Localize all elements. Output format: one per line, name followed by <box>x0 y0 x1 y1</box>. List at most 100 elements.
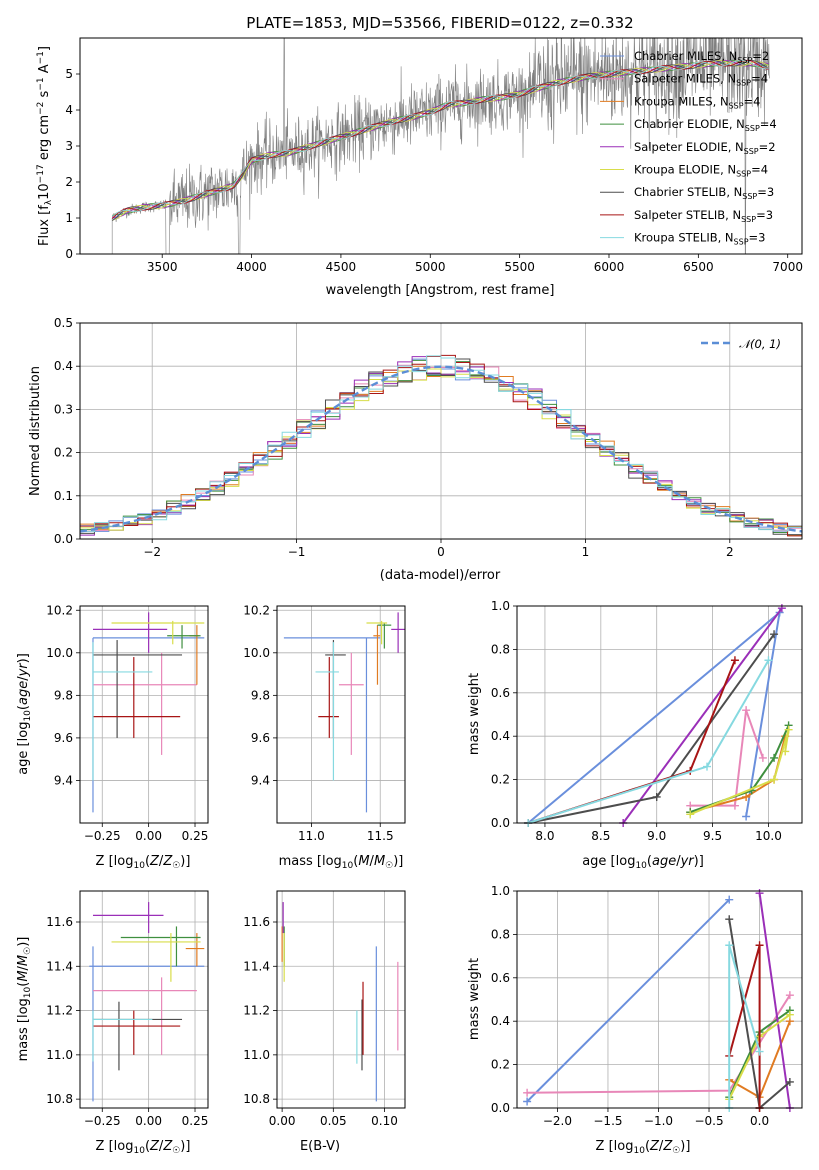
x-tick-label: 5000 <box>415 260 446 274</box>
y-tick-label: 0.4 <box>54 359 73 373</box>
x-tick-label: 0.25 <box>182 829 209 843</box>
model-spectrum-line <box>111 59 769 217</box>
x-tick-label: 0.25 <box>182 1114 209 1128</box>
weight-age-ylabel: mass weight <box>467 673 482 755</box>
legend-entry: Chabrier STELIB, NSSP=3 <box>634 185 774 201</box>
legend-subscript: SSP <box>745 124 760 133</box>
panel-weight-vs-age: 8.0 8.5 9.0 9.5 10.0 0.0 0.2 0.4 0.6 0.8 1.0 <box>491 599 802 843</box>
normal-legend-label: 𝒩(0, 1) <box>739 337 781 351</box>
y-tick-label: 0.4 <box>491 1014 510 1028</box>
x-tick-label: 4500 <box>326 260 357 274</box>
x-tick-label: 0.10 <box>371 1114 398 1128</box>
y-tick-label: 10.0 <box>243 646 270 660</box>
axes-frame-age-vs-mass <box>276 605 406 824</box>
model-spectrum-line <box>112 59 769 216</box>
legend-subscript: SSP <box>737 56 752 65</box>
weight-marker <box>764 656 773 665</box>
legend-entry: Kroupa MILES, NSSP=4 <box>634 94 760 110</box>
weight-marker <box>742 706 751 715</box>
weight-line <box>622 607 783 823</box>
x-tick-label: 9.5 <box>703 829 722 843</box>
svg-text:mass [log10(M/M☉)]: mass [log10(M/M☉)] <box>16 937 33 1062</box>
axes-frame-weight-vs-Z <box>516 890 803 1109</box>
weight-marker <box>785 1077 794 1086</box>
axes-frame-mass-vs-ebv <box>276 890 406 1109</box>
legend-entry: Salpeter ELODIE, NSSP=2 <box>634 140 776 156</box>
weight-marker <box>725 895 734 904</box>
weight-marker <box>781 747 790 756</box>
svg-text:mass [log10(M/M☉)]: mass [log10(M/M☉)] <box>279 854 404 871</box>
weight-line <box>689 729 790 816</box>
legend-subscript: SSP <box>741 215 756 224</box>
x-tick-label: 6500 <box>683 260 714 274</box>
weight-marker <box>785 991 794 1000</box>
weight-line <box>758 893 791 1108</box>
y-tick-label: 11.2 <box>46 1004 73 1018</box>
x-tick-label: 0.0 <box>750 1114 769 1128</box>
weight-marker <box>686 810 695 819</box>
legend-entry: Salpeter MILES, NSSP=4 <box>634 72 768 88</box>
weight-marker <box>770 630 779 639</box>
weight-marker <box>785 1010 794 1019</box>
y-tick-label: 0.8 <box>491 642 510 656</box>
panel-mass-vs-ebv: 0.00 0.05 0.10 10.8 11.0 11.2 11.4 11.6 <box>243 891 405 1128</box>
model-spectrum-line <box>111 60 769 222</box>
residuals-ylabel: Normed distribution <box>28 366 43 496</box>
y-tick-label: 11.6 <box>46 915 73 929</box>
legend-entry: Kroupa STELIB, NSSP=3 <box>634 231 765 247</box>
y-tick-label: 0.0 <box>491 816 510 830</box>
y-tick-label: 0.4 <box>491 729 510 743</box>
y-tick-label: 10.2 <box>243 603 270 617</box>
y-tick-label: 11.0 <box>46 1048 73 1062</box>
svg-text:age [log10(age/yr)]: age [log10(age/yr)] <box>16 653 33 775</box>
x-tick-label: 0 <box>437 545 445 559</box>
weight-marker <box>523 1097 532 1106</box>
legend-entry: Salpeter STELIB, NSSP=3 <box>634 208 773 224</box>
x-tick-label: −0.25 <box>84 829 121 843</box>
x-tick-label: −1 <box>288 545 306 559</box>
weight-marker <box>742 792 751 801</box>
x-tick-label: 2 <box>726 545 734 559</box>
y-tick-label: 0.1 <box>54 489 73 503</box>
legend-value: =2 <box>759 140 776 154</box>
axes-frame-age-vs-Z <box>79 605 209 824</box>
y-tick-label: 1.0 <box>491 884 510 898</box>
legend-subscript: SSP <box>734 238 749 247</box>
y-tick-label: 10.0 <box>46 646 73 660</box>
panel-spectrum: 3500 4000 4500 5000 5500 6000 6500 7000 0 1 2 3 4 5 <box>65 67 803 274</box>
y-tick-label: 10.2 <box>46 603 73 617</box>
y-tick-label: 1 <box>65 211 73 225</box>
weight-line <box>527 659 736 823</box>
x-tick-label: 0.00 <box>135 1114 162 1128</box>
x-tick-label: 1 <box>582 545 590 559</box>
y-tick-label: 0.6 <box>491 686 510 700</box>
y-tick-label: 3 <box>65 139 73 153</box>
y-tick-label: 9.6 <box>251 731 270 745</box>
panel-age-vs-mass: 11.0 11.5 9.4 9.6 9.8 10.0 10.2 <box>243 603 405 843</box>
normal-curve <box>80 365 802 533</box>
y-tick-label: 10.8 <box>243 1092 270 1106</box>
y-tick-label: 10.8 <box>46 1092 73 1106</box>
legend-entry: Chabrier ELODIE, NSSP=4 <box>634 117 777 133</box>
legend-value: =2 <box>752 49 769 63</box>
x-tick-label: 4000 <box>236 260 267 274</box>
y-tick-label: 9.4 <box>251 773 270 787</box>
x-tick-label: 6000 <box>594 260 625 274</box>
x-tick-label: −1.5 <box>593 1114 622 1128</box>
observed-spectrum-line <box>111 38 770 254</box>
axes-frame-weight-vs-age <box>516 605 803 824</box>
mass-ebv-xlabel: E(B-V) <box>300 1139 340 1154</box>
model-spectrum-line <box>111 59 769 219</box>
x-tick-label: −2.0 <box>543 1114 572 1128</box>
axes-frame-mass-vs-Z <box>79 890 209 1109</box>
age-z-xlabel: Z [log10(Z/Z☉)] <box>96 854 191 871</box>
y-tick-label: 11.4 <box>46 959 73 973</box>
mass-z-ylabel: mass [log10(M/M☉)] <box>16 937 33 1062</box>
y-tick-label: 0 <box>65 247 73 261</box>
legend-subscript: SSP <box>736 79 751 88</box>
legend-subscript: SSP <box>744 147 759 156</box>
legend-value: =4 <box>744 94 761 108</box>
y-tick-label: 0.2 <box>491 1058 510 1072</box>
y-tick-label: 0.8 <box>491 927 510 941</box>
